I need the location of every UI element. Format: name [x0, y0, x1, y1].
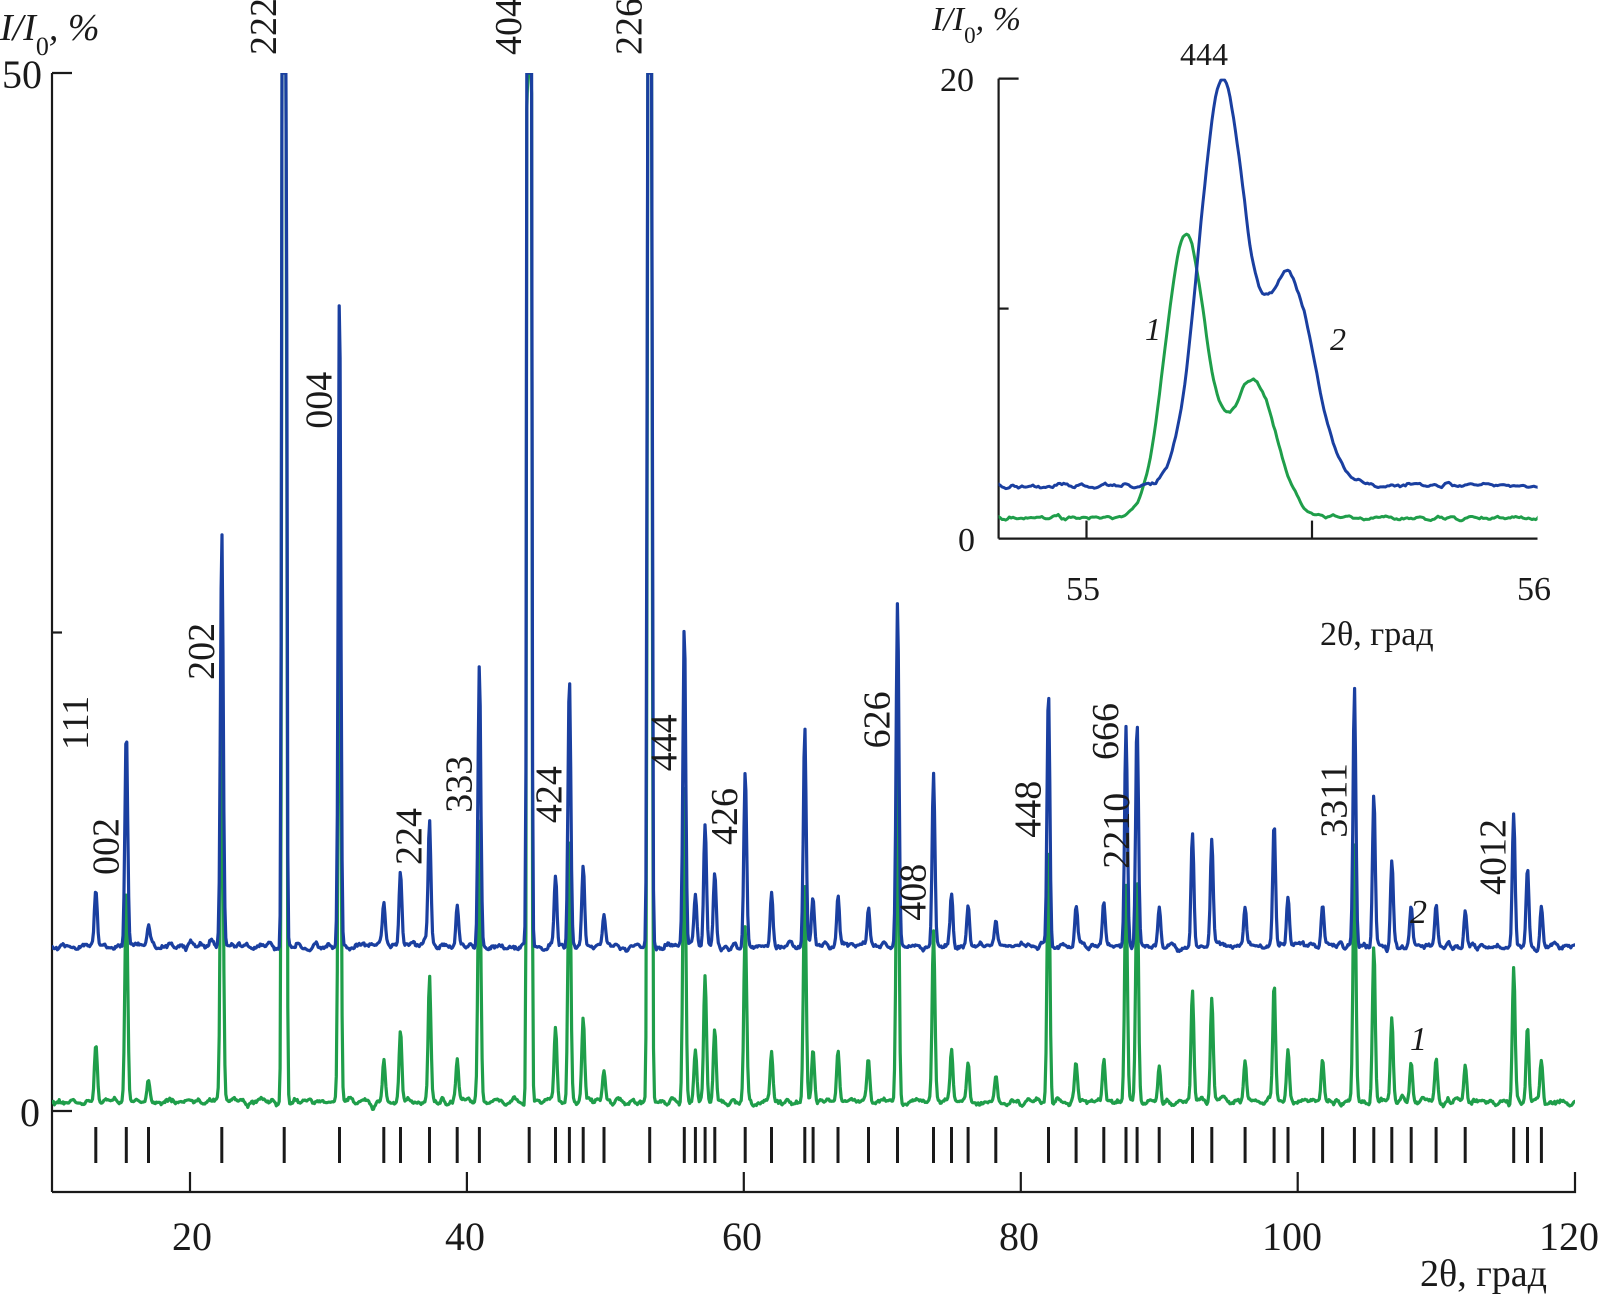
svg-text:004: 004	[299, 372, 341, 429]
svg-text:20: 20	[940, 62, 974, 99]
svg-text:2210: 2210	[1096, 793, 1138, 869]
svg-text:56: 56	[1517, 571, 1551, 608]
svg-text:448: 448	[1008, 781, 1050, 838]
svg-text:426: 426	[704, 788, 746, 845]
svg-text:2: 2	[1330, 321, 1346, 357]
svg-text:1: 1	[1410, 1021, 1427, 1058]
svg-text:0: 0	[958, 522, 975, 559]
svg-text:100: 100	[1262, 1214, 1322, 1259]
svg-text:3311: 3311	[1313, 763, 1355, 838]
svg-text:226: 226	[609, 0, 651, 55]
svg-text:2θ, град: 2θ, град	[1420, 1253, 1547, 1295]
svg-text:0: 0	[20, 1090, 40, 1135]
svg-text:2θ, град: 2θ, град	[1320, 616, 1434, 653]
svg-text:20: 20	[172, 1214, 212, 1259]
svg-text:404: 404	[488, 0, 530, 55]
svg-text:40: 40	[445, 1214, 485, 1259]
svg-text:408: 408	[893, 864, 935, 921]
svg-text:202: 202	[181, 623, 223, 680]
svg-text:444: 444	[643, 714, 685, 771]
svg-text:1: 1	[1145, 311, 1161, 347]
svg-text:002: 002	[85, 818, 127, 875]
svg-text:60: 60	[722, 1214, 762, 1259]
svg-text:55: 55	[1066, 571, 1100, 608]
svg-text:424: 424	[528, 766, 570, 823]
svg-text:111: 111	[55, 696, 97, 750]
svg-text:80: 80	[999, 1214, 1039, 1259]
svg-text:120: 120	[1539, 1214, 1599, 1259]
svg-text:444: 444	[1180, 36, 1228, 72]
svg-text:626: 626	[857, 691, 899, 748]
svg-text:333: 333	[438, 756, 480, 813]
svg-text:666: 666	[1085, 703, 1127, 760]
svg-text:222: 222	[243, 0, 285, 55]
svg-text:2: 2	[1410, 894, 1427, 931]
svg-text:4012: 4012	[1473, 819, 1515, 895]
svg-text:224: 224	[389, 808, 431, 865]
